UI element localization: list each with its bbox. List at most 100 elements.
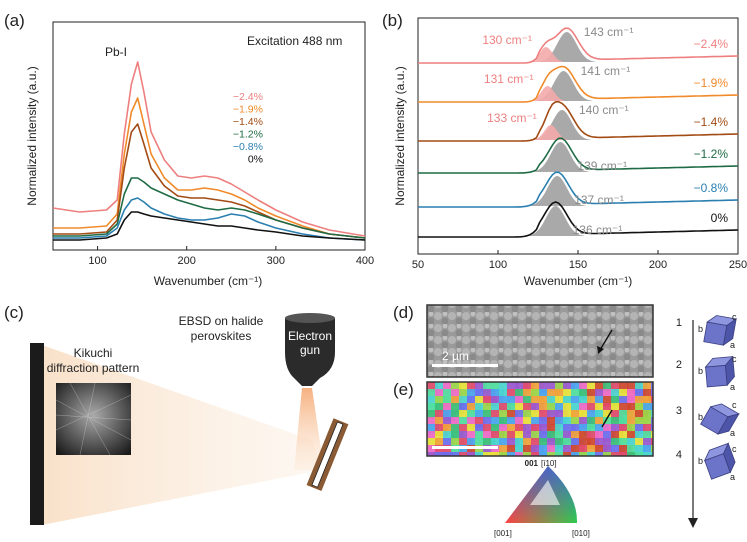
ebsd-grain <box>619 382 629 393</box>
ebsd-grain <box>499 452 508 456</box>
ebsd-grain <box>635 424 646 434</box>
ebsd-grain <box>475 417 486 429</box>
ebsd-grain <box>451 410 461 418</box>
ebsd-grain <box>491 410 500 419</box>
ebsd-grain <box>619 438 631 450</box>
ebsd-grain <box>491 452 502 456</box>
ebsd-grain <box>571 396 581 404</box>
ebsd-grain <box>643 431 652 442</box>
ebsd-grain <box>651 445 653 454</box>
ebsd-grain <box>427 410 439 419</box>
ebsd-grain <box>499 403 511 412</box>
cube-side-face <box>722 318 737 347</box>
sem-arrow <box>599 329 613 351</box>
ebsd-grain <box>491 424 500 434</box>
ebsd-grain <box>611 438 622 446</box>
ebsd-grain <box>459 452 473 456</box>
chart-b-peak-label: 139 cm⁻¹ <box>577 159 627 173</box>
chart-b-peak-pink <box>530 47 562 62</box>
ebsd-grain <box>643 438 653 448</box>
ebsd-grain <box>427 452 436 456</box>
ebsd-grain <box>435 417 444 427</box>
ebsd-grain <box>531 445 544 456</box>
ebsd-grain <box>491 396 504 404</box>
chart-a-series-line <box>53 197 366 241</box>
chart-b-peak-pink <box>534 125 567 140</box>
ebsd-grain <box>603 438 612 450</box>
cube-axis-a: a <box>730 382 735 392</box>
panel-label-a: (a) <box>4 11 25 30</box>
ebsd-grain <box>459 438 473 446</box>
cube-axis-c: c <box>732 312 737 322</box>
ebsd-grain <box>483 431 494 441</box>
ebsd-grain <box>651 410 653 421</box>
cube-side-face <box>723 442 736 474</box>
ebsd-grain <box>579 417 593 429</box>
cube-axis-b: b <box>698 456 703 466</box>
ebsd-grain <box>651 438 653 450</box>
ebsd-arrow <box>601 409 613 428</box>
ebsd-grain <box>651 389 653 399</box>
ebsd-title-1: EBSD on halide <box>179 314 264 328</box>
chart-a-xtick-label: 200 <box>178 255 196 267</box>
ebsd-grain <box>619 452 632 456</box>
ebsd-grain <box>635 452 649 456</box>
ebsd-grain <box>627 396 638 405</box>
ebsd-grain <box>499 445 508 456</box>
ebsd-grain <box>523 424 537 434</box>
ebsd-grain <box>555 431 569 442</box>
ebsd-grain <box>587 382 601 391</box>
chart-a-xtick-label: 300 <box>267 255 285 267</box>
ebsd-grain <box>627 431 639 439</box>
ebsd-grain <box>587 445 599 453</box>
ebsd-grain <box>627 445 637 455</box>
ebsd-grain <box>483 417 492 425</box>
ebsd-grain <box>443 431 457 441</box>
chart-b-xtick-label: 100 <box>489 259 507 271</box>
chart-a-series-line <box>53 211 366 241</box>
chart-a: Wavenumber (cm⁻¹) Normalized intensity (… <box>25 21 374 288</box>
ebsd-grain <box>595 417 608 426</box>
ebsd-grain <box>595 410 606 420</box>
ebsd-grain <box>627 382 641 394</box>
ebsd-grain <box>499 431 513 439</box>
ebsd-grain <box>507 431 516 441</box>
ebsd-grain <box>563 438 577 448</box>
sample-slab <box>306 418 349 491</box>
ebsd-grain <box>443 417 452 427</box>
ebsd-grain <box>587 452 596 456</box>
ebsd-grain <box>515 445 526 456</box>
ebsd-grain <box>451 396 463 407</box>
ebsd-grain <box>611 424 625 432</box>
ebsd-grain <box>579 438 592 446</box>
ebsd-grain <box>435 438 445 448</box>
ebsd-grain <box>643 389 653 401</box>
ebsd-grain <box>611 389 622 398</box>
ebsd-grain <box>619 424 632 432</box>
ebsd-grain <box>483 452 495 456</box>
ebsd-grain <box>427 438 439 447</box>
ebsd-grain <box>427 382 438 392</box>
ebsd-grain <box>643 445 653 453</box>
ebsd-grain <box>531 396 545 406</box>
ebsd-grain <box>539 389 548 397</box>
ipf-right-label: [010] <box>572 529 590 538</box>
chart-b-series-label: −1.9% <box>694 76 729 90</box>
ebsd-grain <box>571 431 584 439</box>
ebsd-grain <box>451 417 460 429</box>
ebsd-grain <box>627 389 636 401</box>
ebsd-grain <box>587 396 601 404</box>
chart-a-legend-entry: −1.9% <box>233 104 263 116</box>
electron-beam <box>294 388 324 470</box>
ebsd-grain <box>539 431 552 442</box>
chart-b-xtick-label: 50 <box>412 259 424 271</box>
ebsd-grain <box>571 438 585 446</box>
ebsd-grain <box>555 410 568 421</box>
ebsd-grain <box>443 389 454 397</box>
ebsd-grain <box>467 382 477 393</box>
ebsd-grain <box>483 410 492 418</box>
ebsd-grain <box>611 445 625 454</box>
ebsd-grain <box>467 445 476 456</box>
chart-b-series-line <box>418 101 738 142</box>
